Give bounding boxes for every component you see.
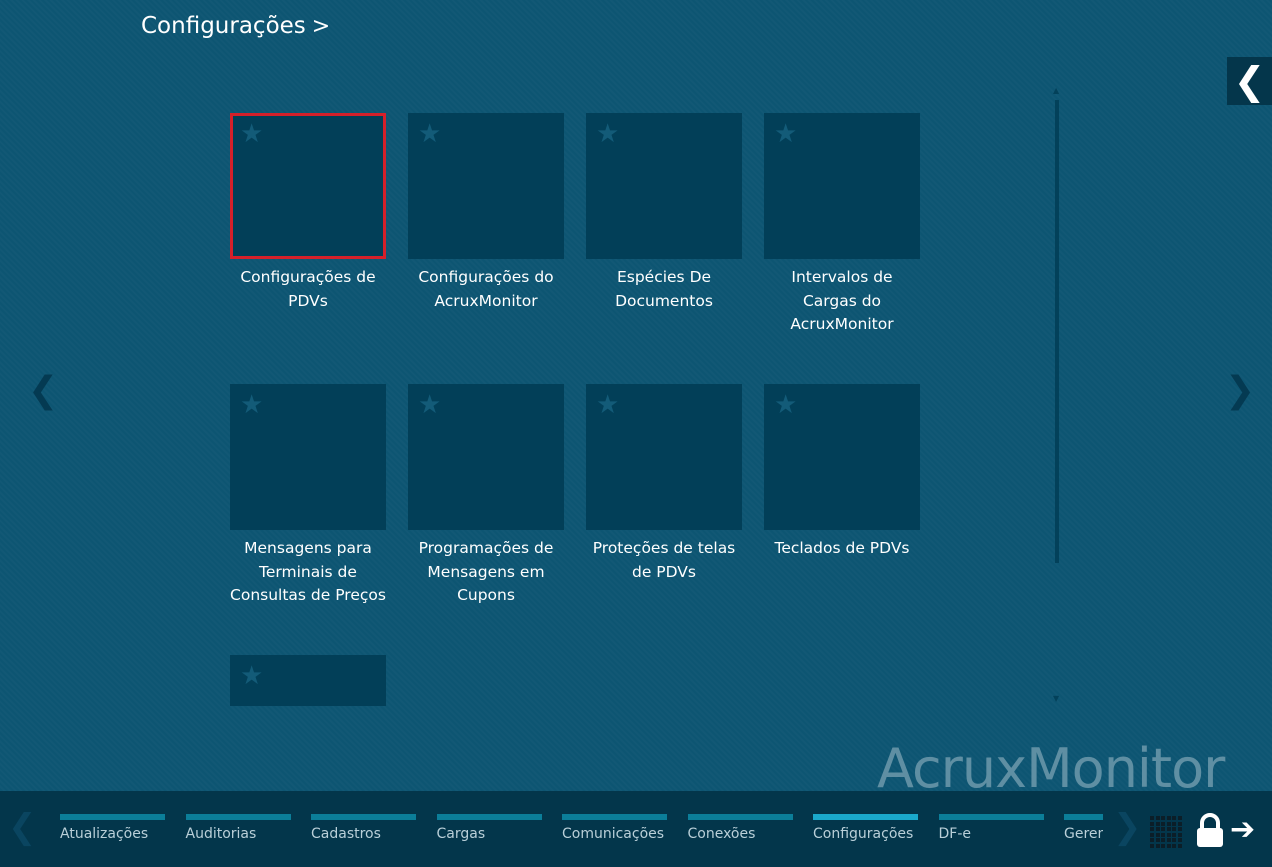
apps-grid-icon[interactable] <box>1150 816 1182 848</box>
item-label: Proteções de telas de PDVs <box>592 539 736 581</box>
favorite-star-icon[interactable]: ★ <box>418 119 442 149</box>
tab-indicator <box>1064 814 1103 820</box>
tab-indicator <box>813 814 918 820</box>
breadcrumb: Configurações > <box>141 13 330 39</box>
item-label: Configurações de PDVs <box>240 268 376 310</box>
favorite-star-icon[interactable]: ★ <box>240 119 264 149</box>
item-tile[interactable]: ★ <box>230 384 386 530</box>
menu-item[interactable]: ★ Proteções de telas de PDVs <box>586 384 742 584</box>
tab-label: Gerenciamento <box>1064 826 1103 842</box>
item-tile[interactable]: ★ <box>764 384 920 530</box>
tab-indicator <box>60 814 165 820</box>
next-page-button[interactable]: ❯ <box>1225 370 1256 411</box>
back-button[interactable]: ❮ <box>1227 57 1272 105</box>
bottom-tab[interactable]: Configurações <box>813 814 918 842</box>
menu-item[interactable]: ★ Teclados de PDVs <box>764 384 920 561</box>
tab-indicator <box>687 814 793 820</box>
lock-icon[interactable] <box>1196 813 1224 852</box>
item-label: Configurações do AcruxMonitor <box>418 268 554 310</box>
tabs-scroll-right[interactable]: ❯ <box>1113 807 1142 847</box>
item-tile[interactable]: ★ <box>230 655 386 706</box>
favorite-star-icon[interactable]: ★ <box>240 390 264 420</box>
item-tile[interactable]: ★ <box>408 384 564 530</box>
tab-indicator <box>436 814 542 820</box>
previous-page-button[interactable]: ❮ <box>28 370 59 411</box>
tab-label: Cargas <box>436 826 486 842</box>
menu-item[interactable]: ★ Configurações do AcruxMonitor <box>408 113 564 313</box>
chevron-right-icon: > <box>311 13 331 39</box>
item-tile[interactable]: ★ <box>586 113 742 259</box>
tab-label: Atualizações <box>60 826 149 842</box>
menu-item[interactable]: ★ Mensagens para Terminais de Consultas d… <box>230 384 386 608</box>
tab-indicator <box>311 814 416 820</box>
items-panel: ★ Configurações de PDVs ★ Configurações do … <box>220 85 940 706</box>
favorite-star-icon[interactable]: ★ <box>240 661 264 691</box>
tab-indicator <box>938 814 1044 820</box>
menu-item[interactable]: ★ Espécies De Documentos <box>586 113 742 313</box>
bottom-tab[interactable]: Auditorias <box>185 814 291 842</box>
item-tile[interactable]: ★ <box>764 113 920 259</box>
tabs-scroll-left[interactable]: ❮ <box>8 807 37 847</box>
item-label: Programações de Mensagens em Cupons <box>418 539 554 604</box>
bottom-tab[interactable]: Conexões <box>687 814 793 842</box>
page-title: Configurações <box>141 13 306 39</box>
item-label: Mensagens para Terminais de Consultas de… <box>230 539 386 604</box>
item-label: Teclados de PDVs <box>774 539 910 557</box>
chevron-left-icon: ❮ <box>1233 59 1266 103</box>
menu-item[interactable]: ★ <box>230 655 386 706</box>
bottom-tab[interactable]: Gerenciamento <box>1064 814 1103 842</box>
item-tile[interactable]: ★ <box>408 113 564 259</box>
tab-label: Auditorias <box>185 826 257 842</box>
item-tile[interactable]: ★ <box>230 113 386 259</box>
bottom-bar: ❮ Atualizações Auditorias Cadastros Cargas C… <box>0 791 1272 867</box>
tab-label: Comunicações <box>562 826 665 842</box>
bottom-tab[interactable]: Atualizações <box>60 814 165 842</box>
tab-label: Configurações <box>813 826 914 842</box>
menu-item[interactable]: ★ Intervalos de Cargas do AcruxMonitor <box>764 113 920 337</box>
bottom-tab[interactable]: Cargas <box>436 814 542 842</box>
logout-arrow-icon[interactable]: ➔ <box>1230 812 1256 847</box>
vertical-scrollbar[interactable] <box>1055 100 1059 563</box>
tab-indicator <box>185 814 291 820</box>
scroll-up-arrow[interactable]: ▲ <box>1053 86 1060 95</box>
tab-label: DF-e <box>938 826 972 842</box>
scroll-down-arrow[interactable]: ▼ <box>1053 694 1060 703</box>
bottom-tab[interactable]: Comunicações <box>562 814 667 842</box>
item-label: Intervalos de Cargas do AcruxMonitor <box>790 268 894 333</box>
tab-label: Cadastros <box>311 826 381 842</box>
tab-label: Conexões <box>687 826 756 842</box>
item-label: Espécies De Documentos <box>615 268 713 310</box>
menu-item[interactable]: ★ Programações de Mensagens em Cupons <box>408 384 564 608</box>
menu-item[interactable]: ★ Configurações de PDVs <box>230 113 386 313</box>
tab-indicator <box>562 814 667 820</box>
bottom-tab[interactable]: Cadastros <box>311 814 416 842</box>
favorite-star-icon[interactable]: ★ <box>596 119 620 149</box>
brand-logo: AcruxMonitor <box>877 737 1225 800</box>
bottom-tab[interactable]: DF-e <box>938 814 1044 842</box>
favorite-star-icon[interactable]: ★ <box>774 119 798 149</box>
favorite-star-icon[interactable]: ★ <box>418 390 442 420</box>
favorite-star-icon[interactable]: ★ <box>774 390 798 420</box>
item-tile[interactable]: ★ <box>586 384 742 530</box>
favorite-star-icon[interactable]: ★ <box>596 390 620 420</box>
